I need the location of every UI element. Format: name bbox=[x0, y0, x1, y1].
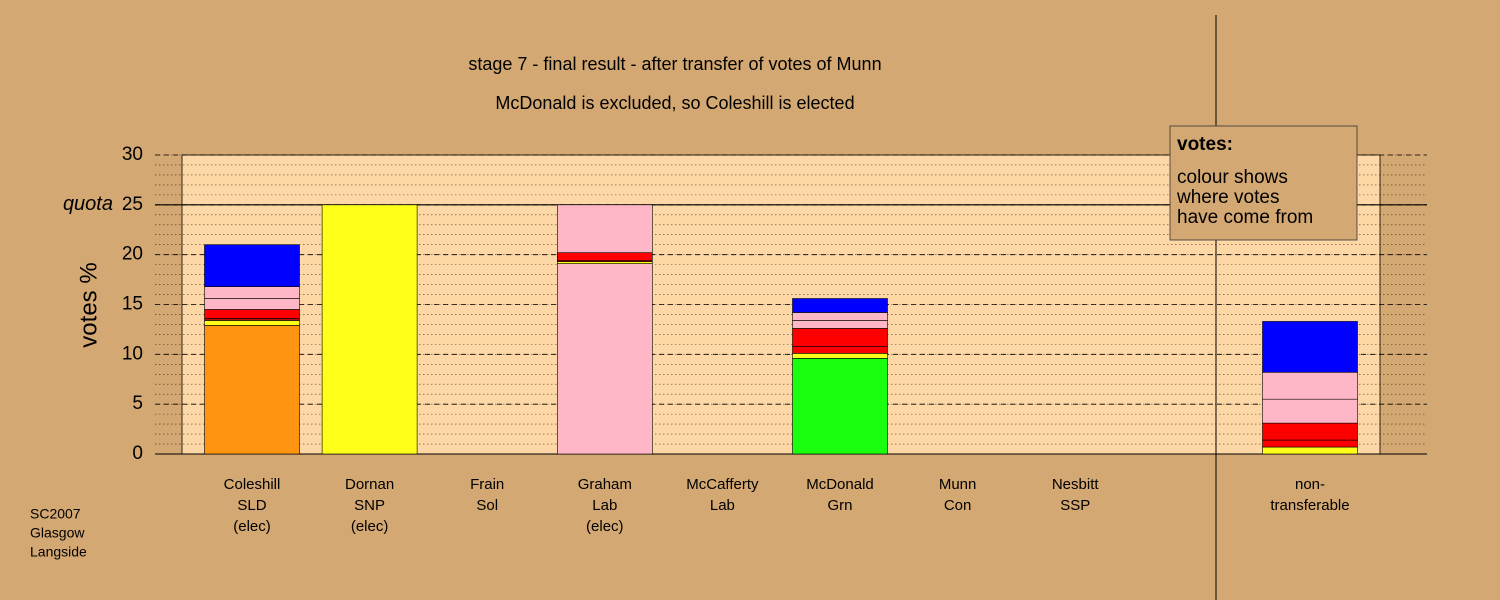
legend-text: colour shows bbox=[1177, 167, 1288, 188]
x-tick-label: (elec) bbox=[586, 518, 624, 535]
bar-segment bbox=[204, 286, 300, 299]
bar-segment bbox=[792, 328, 888, 347]
footnote: Langside bbox=[30, 544, 87, 560]
y-tick-label: 0 bbox=[132, 443, 143, 464]
x-tick-label: (elec) bbox=[233, 518, 271, 535]
bar-segment bbox=[1262, 321, 1358, 373]
bar-segment bbox=[321, 204, 418, 455]
bar-segment bbox=[792, 312, 888, 321]
bar-segment bbox=[792, 358, 888, 455]
x-tick-label: non- bbox=[1295, 476, 1325, 493]
x-tick-label: SLD bbox=[237, 497, 266, 514]
x-tick-label: Lab bbox=[710, 497, 735, 514]
bar-segment bbox=[1262, 422, 1358, 441]
bar-segment bbox=[204, 298, 300, 310]
x-tick-label: Dornan bbox=[345, 476, 394, 493]
x-tick-label: Grn bbox=[827, 497, 852, 514]
x-tick-label: Munn bbox=[939, 476, 977, 493]
bar-segment bbox=[1262, 439, 1358, 448]
y-tick-label: 20 bbox=[122, 244, 143, 265]
x-tick-label: Con bbox=[944, 497, 972, 514]
x-tick-label: SSP bbox=[1060, 497, 1090, 514]
footnote: SC2007 bbox=[30, 506, 81, 522]
legend-text: where votes bbox=[1176, 187, 1279, 208]
x-tick-label: McDonald bbox=[806, 476, 874, 493]
bar-segment bbox=[792, 346, 888, 354]
bar-segment bbox=[792, 320, 888, 329]
bar-segment bbox=[204, 309, 300, 319]
y-tick-label: 5 bbox=[132, 393, 143, 414]
y-tick-label: 25 bbox=[122, 194, 143, 215]
bar-segment bbox=[556, 204, 653, 253]
x-tick-label: SNP bbox=[354, 497, 385, 514]
bar-segment bbox=[1262, 371, 1358, 400]
x-tick-label: Graham bbox=[578, 476, 632, 493]
x-tick-label: Lab bbox=[592, 497, 617, 514]
x-tick-label: (elec) bbox=[351, 518, 389, 535]
bar-segment bbox=[556, 252, 653, 261]
footnote: Glasgow bbox=[30, 525, 85, 541]
bar-segment bbox=[204, 320, 300, 326]
bar-segment bbox=[792, 353, 888, 359]
y-tick-label: 15 bbox=[122, 294, 143, 315]
x-tick-label: Nesbitt bbox=[1052, 476, 1100, 493]
x-tick-label: Frain bbox=[470, 476, 504, 493]
x-tick-label: Coleshill bbox=[224, 476, 281, 493]
x-tick-label: Sol bbox=[476, 497, 498, 514]
y-tick-label: 10 bbox=[122, 343, 143, 364]
x-tick-label: transferable bbox=[1270, 497, 1349, 514]
bar-segment bbox=[1262, 446, 1358, 455]
legend-box bbox=[1169, 125, 1358, 241]
bar-segment bbox=[204, 244, 300, 287]
chart-title: stage 7 - final result - after transfer … bbox=[468, 54, 881, 74]
bar-segment bbox=[1262, 398, 1358, 424]
x-tick-label: McCafferty bbox=[686, 476, 759, 493]
legend-text: have come from bbox=[1177, 207, 1313, 228]
bar-segment bbox=[204, 325, 300, 455]
bar-segment bbox=[792, 298, 888, 313]
chart-subtitle: McDonald is excluded, so Coleshill is el… bbox=[495, 93, 854, 113]
y-axis-label: votes % bbox=[75, 262, 102, 347]
quota-label: quota bbox=[63, 193, 113, 215]
y-tick-label: 30 bbox=[122, 144, 143, 165]
legend-title: votes: bbox=[1177, 134, 1233, 155]
bar-segment bbox=[556, 263, 653, 455]
